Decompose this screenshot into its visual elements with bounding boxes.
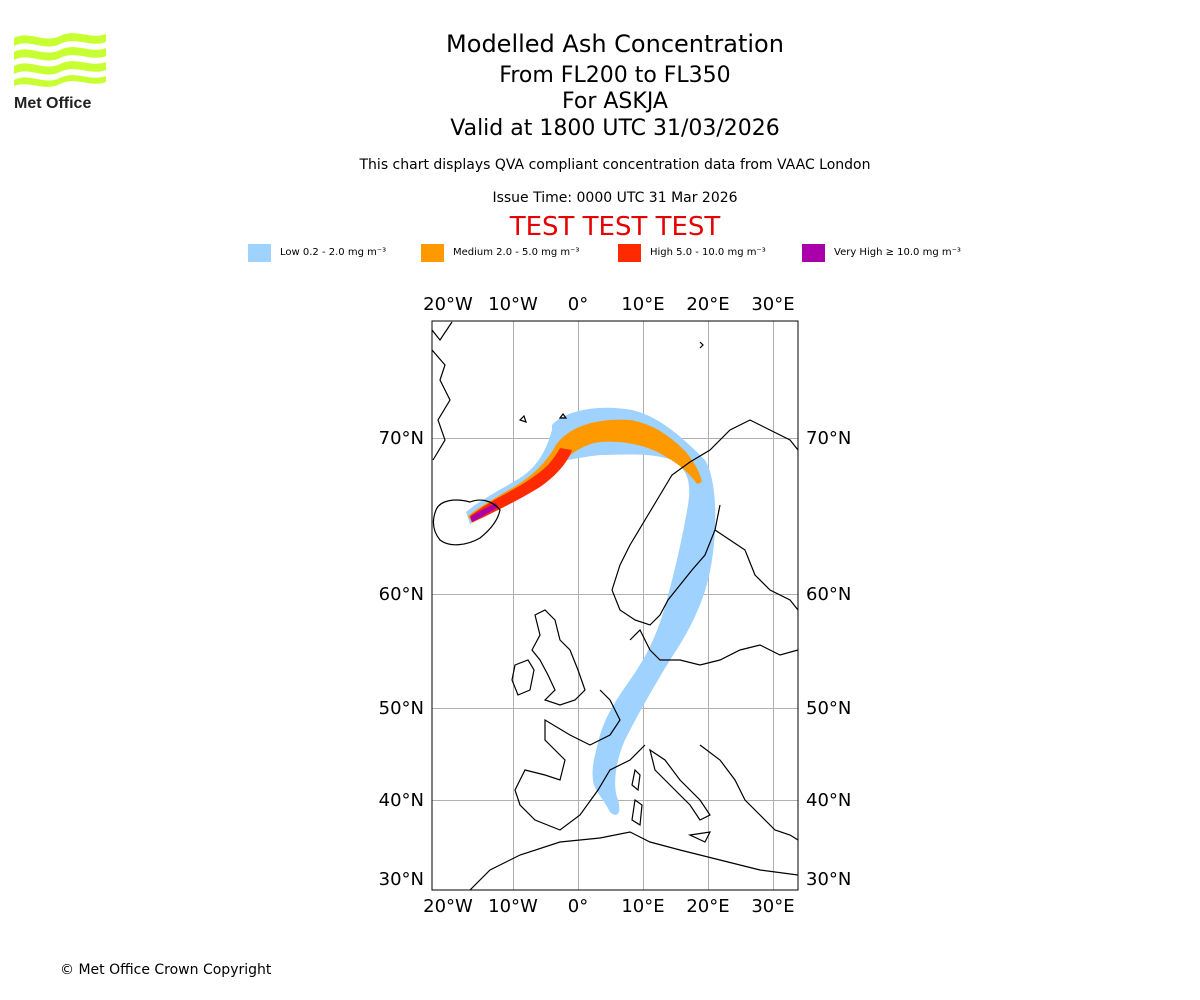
lat-label-left: 40°N [379, 790, 424, 811]
flight-level-range: From FL200 to FL350 [499, 63, 731, 88]
lon-label-top: 0° [568, 294, 588, 315]
compliance-note: This chart displays QVA compliant concen… [359, 157, 871, 173]
legend-label-very-high: Very High ≥ 10.0 mg m⁻³ [834, 247, 961, 258]
ash-region-medium [468, 419, 702, 523]
lat-label-left: 60°N [379, 584, 424, 605]
lon-label-bottom: 0° [568, 896, 588, 917]
coastlines [432, 321, 798, 890]
valid-time: Valid at 1800 UTC 31/03/2026 [450, 116, 780, 141]
volcano-name: For ASKJA [562, 89, 668, 114]
lon-label-top: 10°E [621, 294, 664, 315]
legend-swatch-medium [421, 244, 444, 262]
legend-swatch-very-high [802, 244, 825, 262]
lon-label-bottom: 30°E [751, 896, 794, 917]
lon-label-bottom: 10°E [621, 896, 664, 917]
lat-label-right: 30°N [806, 869, 851, 890]
legend-label-low: Low 0.2 - 2.0 mg m⁻³ [280, 247, 387, 258]
met-office-logo: Met Office [14, 33, 106, 112]
ash-region-very-high [470, 503, 498, 522]
lat-label-right: 40°N [806, 790, 851, 811]
lon-label-bottom: 20°W [423, 896, 473, 917]
lat-label-right: 50°N [806, 698, 851, 719]
lon-label-bottom: 20°E [686, 896, 729, 917]
copyright-notice: © Met Office Crown Copyright [60, 962, 272, 978]
lat-labels-right: 70°N 60°N 50°N 40°N 30°N [806, 428, 851, 890]
map-frame [431, 320, 799, 891]
lat-label-right: 70°N [806, 428, 851, 449]
legend-label-medium: Medium 2.0 - 5.0 mg m⁻³ [453, 247, 580, 258]
lon-label-top: 20°W [423, 294, 473, 315]
lon-label-top: 30°E [751, 294, 794, 315]
lon-label-bottom: 10°W [488, 896, 538, 917]
issue-time: Issue Time: 0000 UTC 31 Mar 2026 [492, 190, 738, 206]
lat-label-left: 50°N [379, 698, 424, 719]
lon-labels-bottom: 20°W 10°W 0° 10°E 20°E 30°E [423, 896, 794, 917]
legend-swatch-low [248, 244, 271, 262]
lat-labels-left: 70°N 60°N 50°N 40°N 30°N [379, 428, 424, 890]
lon-labels-top: 20°W 10°W 0° 10°E 20°E 30°E [423, 294, 794, 315]
lon-label-top: 20°E [686, 294, 729, 315]
chart-title: Modelled Ash Concentration [446, 30, 784, 58]
gridlines [432, 321, 798, 890]
svg-text:Met Office: Met Office [14, 95, 91, 112]
lat-label-right: 60°N [806, 584, 851, 605]
lon-label-top: 10°W [488, 294, 538, 315]
legend-label-high: High 5.0 - 10.0 mg m⁻³ [650, 247, 766, 258]
test-banner: TEST TEST TEST [509, 212, 721, 242]
legend-swatch-high [618, 244, 641, 262]
lat-label-left: 30°N [379, 869, 424, 890]
lat-label-left: 70°N [379, 428, 424, 449]
